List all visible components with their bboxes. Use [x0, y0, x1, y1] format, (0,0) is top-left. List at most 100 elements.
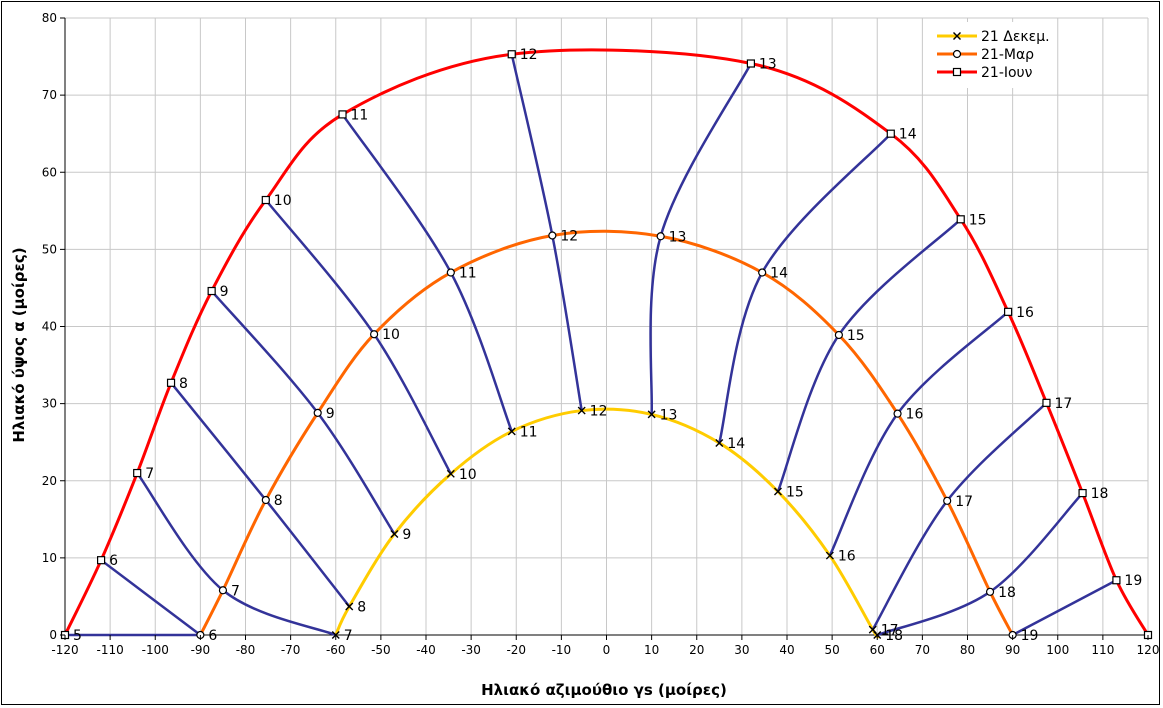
data-label: 12 — [590, 404, 608, 420]
data-label: 12 — [560, 228, 578, 244]
data-point — [313, 408, 322, 417]
data-label: 18 — [885, 628, 903, 644]
marker-stroke — [446, 469, 455, 478]
data-point — [507, 50, 516, 59]
data-point — [390, 529, 399, 538]
x-tick-label: -60 — [326, 643, 346, 657]
x-tick-label: 20 — [689, 643, 704, 657]
data-label: 9 — [326, 406, 335, 422]
legend-label-3: 21-Ιουν — [981, 65, 1033, 81]
data-label: 9 — [402, 527, 411, 543]
grid — [64, 17, 1149, 636]
x-tick-label: -40 — [416, 643, 436, 657]
hour-line-10 — [264, 199, 452, 475]
x-tick-label: 80 — [960, 643, 975, 657]
data-point — [956, 215, 965, 224]
data-label: 16 — [906, 407, 924, 423]
data-point — [207, 286, 216, 296]
data-label: 7 — [145, 466, 154, 482]
marker-stroke — [715, 438, 724, 447]
data-label: 14 — [770, 266, 788, 282]
x-tick-label: 30 — [734, 643, 749, 657]
marker-stroke — [390, 529, 399, 538]
data-label: 11 — [351, 107, 369, 123]
data-label: 15 — [847, 328, 865, 344]
x-tick-label: 100 — [1046, 643, 1069, 657]
hour-line-16 — [828, 310, 1009, 557]
data-point — [261, 495, 270, 505]
data-point — [548, 231, 557, 240]
y-tick-label: 60 — [42, 165, 57, 179]
data-point — [886, 129, 895, 138]
x-tick-label: 120 — [1137, 643, 1160, 657]
x-tick-label: 40 — [779, 643, 794, 657]
legend-marker-2 — [952, 49, 962, 59]
data-point — [834, 330, 843, 340]
marker-stroke — [773, 487, 782, 496]
legend-marker-3 — [952, 67, 962, 77]
data-label: 10 — [382, 327, 400, 343]
data-label: 13 — [669, 229, 687, 245]
x-tick-label: -80 — [236, 643, 256, 657]
data-point — [338, 110, 347, 119]
data-point — [133, 468, 142, 478]
data-point — [773, 487, 782, 496]
data-label: 14 — [899, 127, 917, 143]
data-point — [1004, 307, 1013, 316]
x-tick-label: -70 — [281, 643, 301, 657]
data-label: 13 — [660, 407, 678, 423]
marker-stroke — [507, 427, 516, 436]
data-point — [647, 410, 656, 419]
hour-line-19 — [1012, 579, 1117, 637]
data-label: 13 — [759, 57, 777, 73]
data-label: 6 — [109, 553, 118, 569]
x-tick-label: -90 — [191, 643, 211, 657]
data-label: 10 — [459, 467, 477, 483]
marker-stroke — [953, 32, 961, 40]
data-label: 16 — [1016, 305, 1034, 321]
data-point — [261, 195, 270, 205]
data-label: 7 — [344, 628, 353, 644]
hour-line-9 — [210, 290, 396, 535]
x-tick-label: 60 — [870, 643, 885, 657]
hour-lines — [65, 53, 1117, 637]
legend-label-1: 21 Δεκεμ. — [981, 29, 1050, 45]
data-label: 18 — [998, 585, 1016, 601]
x-tick-label: -110 — [97, 643, 124, 657]
data-label: 15 — [969, 212, 987, 228]
data-point — [96, 556, 106, 565]
data-point — [218, 586, 228, 595]
axis-ticks: -120 -110 -100 -90 -80 -70 -60 -50 -40 -30 -20 -10 0… — [42, 11, 1160, 657]
y-tick-label: 10 — [42, 551, 57, 565]
marker-stroke — [647, 410, 656, 419]
marker-stroke — [345, 602, 354, 611]
data-label: 8 — [357, 599, 366, 615]
legend-marker-1 — [953, 32, 961, 40]
data-label: 18 — [1091, 486, 1109, 502]
data-point — [825, 551, 834, 560]
y-tick-label: 80 — [42, 11, 57, 25]
x-tick-label: 90 — [1005, 643, 1020, 657]
x-tick-label: -100 — [142, 643, 169, 657]
marker-stroke — [868, 625, 877, 634]
y-axis-title: Ηλιακό ύψος α (μοίρες) — [10, 247, 28, 442]
data-point — [577, 406, 586, 415]
hour-line-14 — [718, 132, 892, 444]
data-label: 11 — [520, 424, 538, 440]
data-label: 8 — [179, 376, 188, 392]
data-point — [1042, 398, 1051, 407]
hour-line-6 — [100, 559, 202, 636]
data-point — [1078, 488, 1087, 498]
y-tick-label: 50 — [42, 242, 57, 256]
x-tick-label: -30 — [461, 643, 481, 657]
data-label: 14 — [727, 436, 745, 452]
data-label: 15 — [786, 485, 804, 501]
x-tick-label: -50 — [371, 643, 391, 657]
data-point — [893, 409, 902, 418]
data-label: 10 — [274, 193, 292, 209]
data-label: 8 — [274, 493, 283, 509]
data-label: 6 — [208, 628, 217, 644]
